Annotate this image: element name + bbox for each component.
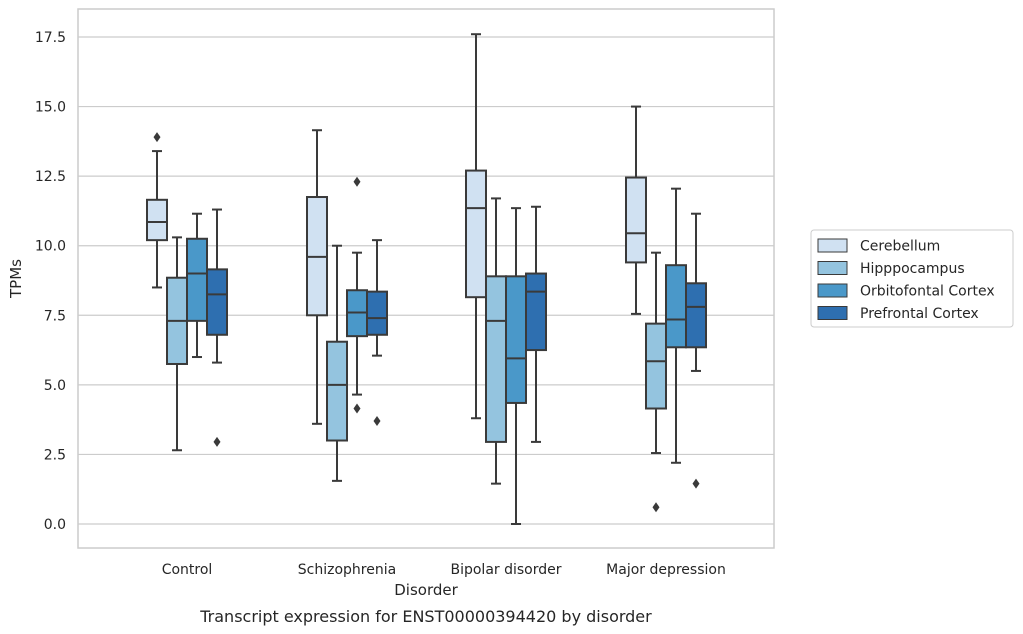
legend-swatch [817,238,848,253]
box-group [206,208,228,447]
x-tick-label: Bipolar disorder [450,562,561,578]
box-group [645,251,667,513]
legend: Cerebellum Hipppocampus Orbitofontal Corte… [810,229,1014,328]
box-group [326,244,348,482]
box-group [525,205,547,443]
legend-frame [810,229,1014,328]
legend-label: Cerebellum [860,239,940,255]
y-axis-ticks: 0.0 2.5 5.0 7.5 10.0 12.5 15.0 17.5 [35,30,66,533]
outlier-point [153,132,161,143]
box [186,237,208,322]
box-group [306,129,328,425]
box-group [166,236,188,452]
chart-caption: Transcript expression for ENST0000039442… [199,607,652,626]
y-tick-label: 10.0 [35,239,66,255]
outlier-point [652,502,660,513]
box [326,340,348,442]
y-tick-label: 0.0 [44,517,66,533]
x-tick-label: Major depression [606,562,726,578]
box [485,275,507,443]
outlier-point [353,403,361,414]
y-tick-label: 7.5 [44,308,66,324]
box-series [146,33,707,525]
plot-frame [77,8,775,549]
box-group [685,212,707,489]
y-tick-label: 12.5 [35,169,66,185]
box-group [505,207,527,525]
box-group [346,176,368,414]
outlier-point [213,436,221,447]
legend-swatch [817,261,848,275]
box-group [366,239,388,427]
box [505,275,527,404]
box-group [186,212,208,359]
outlier-point [692,478,700,489]
box [366,290,388,336]
box [685,282,707,349]
box [665,264,687,349]
x-tick-label: Schizophrenia [298,562,396,578]
box-group [146,132,168,289]
box-group [485,197,507,485]
box-group [665,187,687,464]
box [206,268,228,336]
x-tick-label: Control [162,562,213,578]
y-tick-label: 15.0 [35,100,66,116]
outlier-point [353,176,361,187]
legend-label: Prefrontal Cortex [860,306,979,322]
box [146,198,168,242]
series-orbitofontal-cortex [186,176,687,525]
box [645,322,667,410]
x-axis-label: Disorder [394,581,458,599]
legend-swatch [817,283,848,298]
box [625,176,647,264]
outlier-point [373,416,381,427]
series-hipppocampus [166,197,667,513]
series-prefrontal-cortex [206,205,707,489]
box-group [625,105,647,315]
box [525,272,547,352]
legend-label: Hipppocampus [860,261,965,277]
box [465,169,487,299]
y-axis-label: TPMs [7,259,25,299]
legend-label: Orbitofontal Cortex [860,284,995,300]
box-group [465,33,487,420]
y-tick-label: 5.0 [44,378,66,394]
series-cerebellum [146,33,647,425]
x-axis-ticks: Control Schizophrenia Bipolar disorder Majo… [162,562,726,578]
y-tick-label: 2.5 [44,447,66,463]
y-tick-label: 17.5 [35,30,66,46]
legend-swatch [817,306,848,320]
